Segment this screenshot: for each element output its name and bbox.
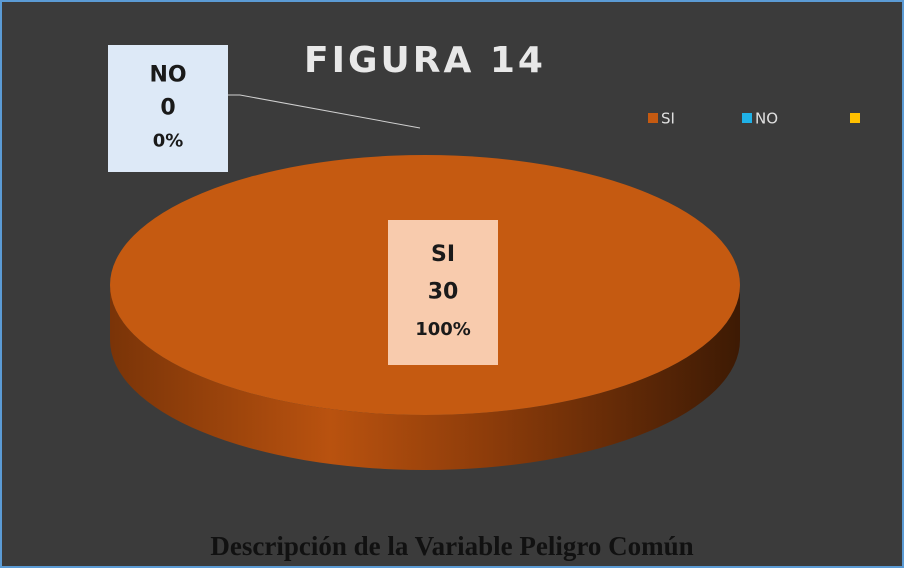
legend-swatch <box>648 113 658 123</box>
data-label-category: SI <box>431 242 455 267</box>
pie-side <box>110 285 740 470</box>
data-label-percent: 100% <box>415 319 471 340</box>
leader-line <box>228 94 421 129</box>
legend-label: NO <box>755 110 778 128</box>
legend-swatch <box>742 113 752 123</box>
caption: Descripción de la Variable Peligro Común <box>210 531 693 561</box>
data-label-value: 30 <box>428 280 459 305</box>
data-label-value: 0 <box>160 96 175 121</box>
data-label-box <box>388 220 498 365</box>
chart-title: FIGURA 14 <box>304 40 546 81</box>
data-label-percent: 0% <box>153 131 184 152</box>
data-label-box <box>108 45 228 172</box>
data-label-category: NO <box>149 62 186 87</box>
legend-label: SI <box>661 110 675 128</box>
legend-swatch <box>850 113 860 123</box>
